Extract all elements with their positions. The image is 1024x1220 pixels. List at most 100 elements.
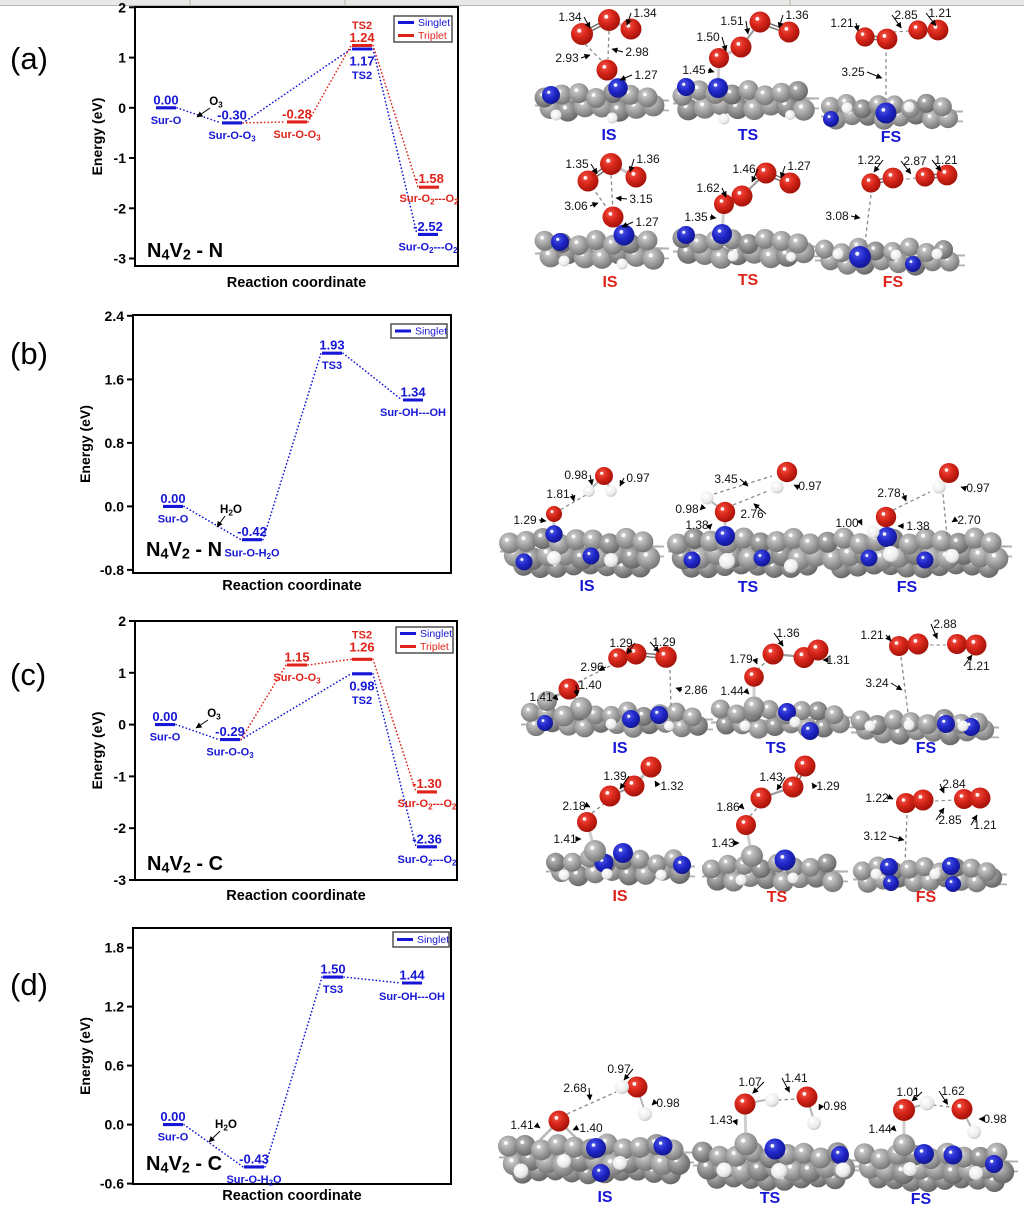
svg-text:0.00: 0.00 xyxy=(153,92,178,107)
svg-text:1.21: 1.21 xyxy=(860,628,884,642)
svg-text:Reaction coordinate: Reaction coordinate xyxy=(222,1188,361,1204)
svg-text:1.35: 1.35 xyxy=(684,210,708,224)
svg-text:1.26: 1.26 xyxy=(349,639,374,654)
svg-text:N4V2 - C: N4V2 - C xyxy=(147,853,223,877)
svg-text:1: 1 xyxy=(118,665,126,681)
svg-text:1.32: 1.32 xyxy=(660,779,684,793)
svg-text:2.85: 2.85 xyxy=(894,8,918,22)
svg-text:-0.42: -0.42 xyxy=(237,524,267,539)
svg-text:1.22: 1.22 xyxy=(865,791,889,805)
svg-text:0.98: 0.98 xyxy=(823,1099,847,1113)
svg-text:2.68: 2.68 xyxy=(563,1081,587,1095)
svg-text:-0.8: -0.8 xyxy=(100,562,124,578)
svg-text:1.39: 1.39 xyxy=(603,769,627,783)
svg-text:1.17: 1.17 xyxy=(349,54,374,69)
svg-text:0.8: 0.8 xyxy=(105,435,125,451)
svg-text:3.45: 3.45 xyxy=(714,472,738,486)
svg-text:0.97: 0.97 xyxy=(966,481,990,495)
svg-text:-1: -1 xyxy=(114,150,127,166)
svg-text:IS: IS xyxy=(602,274,617,291)
svg-text:Singlet: Singlet xyxy=(417,934,449,946)
svg-text:H2O: H2O xyxy=(220,504,242,518)
svg-text:-0.43: -0.43 xyxy=(239,1151,269,1166)
svg-text:TS2: TS2 xyxy=(352,629,372,641)
svg-text:2.88: 2.88 xyxy=(933,617,957,631)
svg-text:0.97: 0.97 xyxy=(607,1062,631,1076)
svg-text:Singlet: Singlet xyxy=(420,628,452,640)
svg-text:TS2: TS2 xyxy=(352,20,372,32)
svg-text:2.84: 2.84 xyxy=(942,777,966,791)
svg-text:Reaction coordinate: Reaction coordinate xyxy=(226,888,365,904)
svg-text:TS: TS xyxy=(760,1190,781,1207)
svg-text:1.79: 1.79 xyxy=(729,652,753,666)
svg-text:1.6: 1.6 xyxy=(105,371,125,387)
svg-text:-3: -3 xyxy=(114,251,127,267)
svg-text:FS: FS xyxy=(897,579,918,596)
svg-text:TS2: TS2 xyxy=(352,70,372,82)
svg-text:0.98: 0.98 xyxy=(564,468,588,482)
svg-text:1: 1 xyxy=(118,50,126,66)
svg-text:2.76: 2.76 xyxy=(740,507,764,521)
svg-text:1.51: 1.51 xyxy=(720,14,744,28)
svg-text:(b): (b) xyxy=(10,336,48,371)
svg-text:1.38: 1.38 xyxy=(906,519,930,533)
svg-text:Sur-O-O3: Sur-O-O3 xyxy=(208,130,256,144)
svg-text:1.22: 1.22 xyxy=(857,153,881,167)
svg-text:(d): (d) xyxy=(10,967,48,1002)
svg-text:Singlet: Singlet xyxy=(418,17,450,29)
svg-text:Sur-O2---O2: Sur-O2---O2 xyxy=(400,193,460,207)
svg-text:TS2: TS2 xyxy=(352,695,372,707)
svg-text:2.85: 2.85 xyxy=(938,813,962,827)
svg-text:(a): (a) xyxy=(10,41,48,76)
svg-text:1.41: 1.41 xyxy=(510,1118,534,1132)
svg-text:3.06: 3.06 xyxy=(564,199,588,213)
svg-text:1.34: 1.34 xyxy=(633,6,657,20)
svg-text:IS: IS xyxy=(612,740,627,757)
svg-text:2.98: 2.98 xyxy=(625,45,649,59)
svg-text:TS: TS xyxy=(766,740,787,757)
svg-text:Sur-O-H2O: Sur-O-H2O xyxy=(224,548,280,562)
svg-text:-2: -2 xyxy=(114,200,127,216)
svg-text:-1.30: -1.30 xyxy=(412,776,442,791)
svg-text:1.36: 1.36 xyxy=(776,626,800,640)
svg-text:IS: IS xyxy=(579,578,594,595)
svg-text:1.36: 1.36 xyxy=(785,8,809,22)
svg-text:1.21: 1.21 xyxy=(934,153,958,167)
svg-text:3.12: 3.12 xyxy=(863,829,887,843)
svg-text:Sur-O-O3: Sur-O-O3 xyxy=(206,747,254,761)
svg-text:2.96: 2.96 xyxy=(580,660,604,674)
svg-text:2.86: 2.86 xyxy=(684,683,708,697)
svg-text:1.50: 1.50 xyxy=(696,30,720,44)
svg-text:0.00: 0.00 xyxy=(152,709,177,724)
svg-text:1.27: 1.27 xyxy=(635,215,659,229)
svg-text:0.97: 0.97 xyxy=(626,471,650,485)
svg-text:0.00: 0.00 xyxy=(160,1109,185,1124)
svg-text:-3: -3 xyxy=(114,872,127,888)
svg-text:N4V2 - N: N4V2 - N xyxy=(146,539,222,563)
svg-text:0.0: 0.0 xyxy=(105,1117,125,1133)
svg-text:TS3: TS3 xyxy=(322,360,342,372)
svg-text:3.24: 3.24 xyxy=(865,676,889,690)
svg-text:-0.29: -0.29 xyxy=(215,724,245,739)
svg-text:Sur-O: Sur-O xyxy=(151,115,182,127)
svg-text:1.43: 1.43 xyxy=(759,770,783,784)
svg-text:IS: IS xyxy=(601,127,616,144)
svg-text:TS: TS xyxy=(738,127,759,144)
svg-text:(c): (c) xyxy=(10,657,46,692)
svg-text:1.21: 1.21 xyxy=(973,818,997,832)
svg-text:1.93: 1.93 xyxy=(319,338,344,353)
svg-text:Sur-O2---O2: Sur-O2---O2 xyxy=(398,854,458,868)
svg-text:Energy (eV): Energy (eV) xyxy=(77,405,93,483)
svg-text:0.98: 0.98 xyxy=(675,502,699,516)
svg-text:1.21: 1.21 xyxy=(928,6,952,20)
svg-text:FS: FS xyxy=(911,1191,932,1208)
svg-text:-2: -2 xyxy=(114,820,127,836)
svg-text:TS: TS xyxy=(767,889,788,906)
svg-text:1.40: 1.40 xyxy=(578,678,602,692)
svg-text:1.44: 1.44 xyxy=(720,684,744,698)
svg-text:1.00: 1.00 xyxy=(835,516,859,530)
svg-text:Sur-O: Sur-O xyxy=(158,1132,189,1144)
svg-text:-0.6: -0.6 xyxy=(100,1176,124,1192)
svg-text:1.15: 1.15 xyxy=(284,650,309,665)
svg-text:Sur-O: Sur-O xyxy=(158,513,189,525)
